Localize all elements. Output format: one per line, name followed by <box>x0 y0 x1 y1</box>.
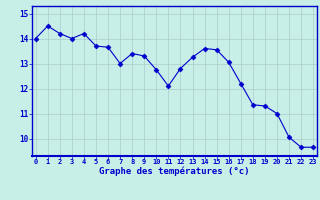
X-axis label: Graphe des températures (°c): Graphe des températures (°c) <box>99 167 250 176</box>
